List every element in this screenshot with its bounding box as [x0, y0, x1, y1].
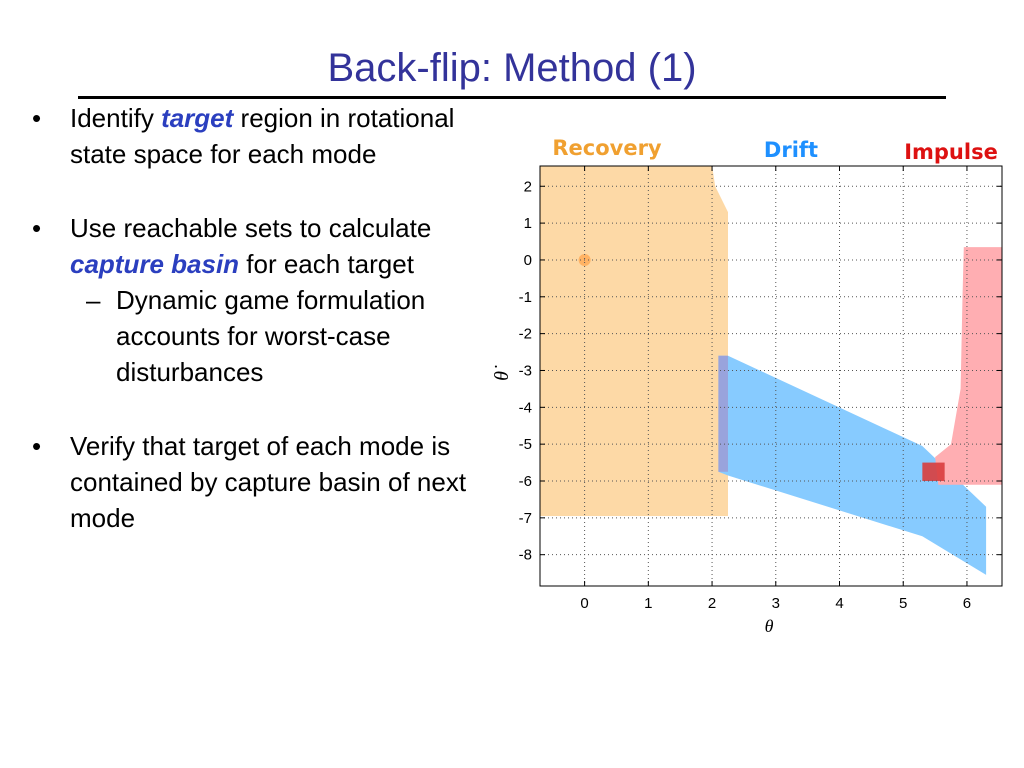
x-tick-label: 0 — [580, 595, 588, 612]
y-tick-label: 0 — [524, 252, 532, 269]
title-underline — [78, 96, 946, 99]
y-tick-label: 1 — [524, 215, 532, 232]
bullet-text: for each target — [239, 249, 414, 279]
x-tick-label: 5 — [899, 595, 907, 612]
bullet-identify-target: • Identify target region in rotational s… — [30, 100, 500, 172]
y-tick-label: -3 — [519, 362, 532, 379]
emphasis-target: target — [161, 103, 234, 133]
y-tick-label: -5 — [519, 436, 532, 453]
bullet-text: Use reachable sets to calculate — [70, 213, 432, 243]
y-tick-label: -8 — [519, 547, 532, 564]
region-impulse-capture-basin — [935, 247, 1002, 485]
bullet-reachable-sets: • Use reachable sets to calculate captur… — [30, 210, 500, 390]
bullet-marker: • — [32, 103, 42, 133]
region-recovery-capture-basin — [540, 166, 728, 516]
sub-bullet-text: Dynamic game formulation accounts for wo… — [116, 285, 426, 387]
sub-bullet-dynamic-game: – Dynamic game formulation accounts for … — [70, 282, 500, 390]
bullet-marker: • — [32, 213, 42, 243]
y-tick-label: -4 — [519, 399, 532, 416]
mode-label-impulse: Impulse — [904, 140, 998, 164]
x-tick-label: 1 — [644, 595, 652, 612]
y-tick-label: 2 — [524, 178, 532, 195]
target-drift — [718, 355, 728, 472]
bullet-text: region in rotational state space for eac… — [70, 103, 455, 169]
target-impulse — [922, 462, 945, 481]
mode-label-recovery: Recovery — [552, 136, 662, 160]
bullet-text: Identify — [70, 103, 162, 133]
y-axis-label: θ̇ — [491, 365, 513, 381]
x-tick-label: 4 — [835, 595, 843, 612]
plot-content — [540, 166, 1002, 586]
x-tick-label: 2 — [708, 595, 716, 612]
bullet-list: • Identify target region in rotational s… — [30, 100, 500, 536]
y-tick-label: -1 — [519, 289, 532, 306]
y-tick-label: -7 — [519, 510, 532, 527]
x-tick-label: 6 — [963, 595, 971, 612]
bullet-marker: • — [32, 431, 42, 461]
y-tick-label: -6 — [519, 473, 532, 490]
y-tick-label: -2 — [519, 326, 532, 343]
plot-frame — [539, 165, 1003, 587]
emphasis-capture-basin: capture basin — [70, 249, 240, 279]
slide-title: Back-flip: Method (1) — [327, 46, 697, 90]
x-axis-label: θ — [765, 616, 774, 636]
bullet-verify: • Verify that target of each mode is con… — [30, 428, 500, 536]
region-drift-capture-basin — [718, 355, 987, 575]
bullet-text: Verify that target of each mode is conta… — [70, 431, 467, 533]
x-tick-label: 3 — [772, 595, 780, 612]
mode-label-drift: Drift — [764, 138, 818, 162]
sub-bullet-marker: – — [86, 285, 101, 315]
